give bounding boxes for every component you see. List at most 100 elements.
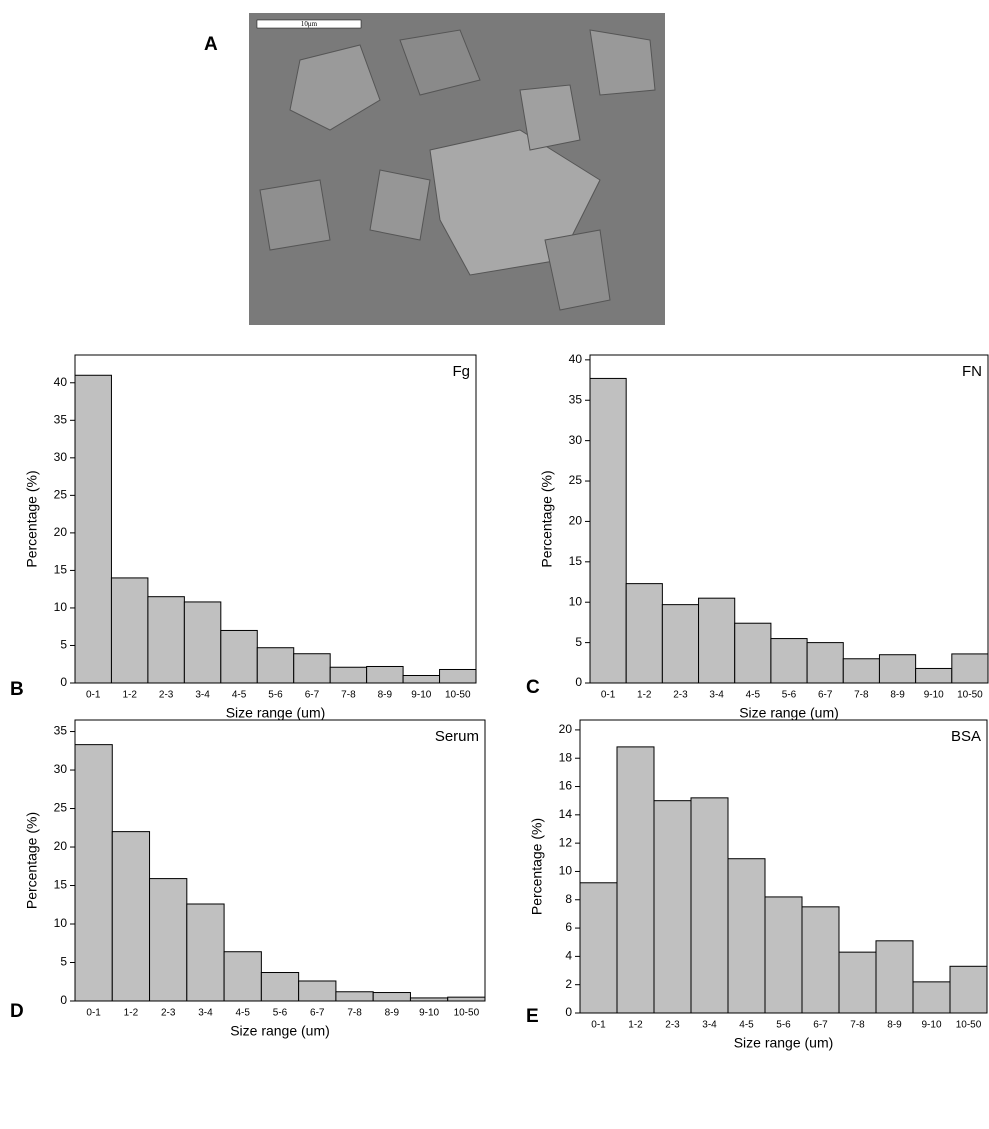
x-tick-label: 2-3 [159,690,174,701]
x-tick-label: 3-4 [195,690,210,701]
bar [770,638,808,684]
plot-frame [579,719,988,1014]
bar [690,797,729,1014]
particle [589,29,656,96]
x-tick-label: 5-6 [782,690,797,701]
x-tick-label: 0-1 [601,690,616,701]
x-axis-label: Size range (um) [230,1023,330,1039]
x-axis-label: Size range (um) [739,705,839,721]
bar [625,583,663,684]
bar [183,601,222,684]
y-tick-label: 5 [575,635,582,649]
x-tick-label: 8-9 [890,690,905,701]
x-tick-label: 6-7 [818,690,833,701]
particle [544,229,611,311]
y-tick-label: 20 [569,514,583,528]
bar [147,596,185,684]
particle [519,84,581,151]
y-tick-label: 30 [54,450,68,464]
bar [616,746,655,1014]
x-tick-label: 9-10 [924,690,944,701]
bar [801,906,840,1014]
bar [439,668,477,684]
sem-image: 10μm [249,13,665,325]
x-tick-label: 7-8 [854,690,869,701]
panel-label: C [526,677,540,698]
bar [447,996,486,1002]
panel-label: D [10,1001,24,1022]
bar [912,981,951,1014]
y-tick-label: 2 [565,977,572,991]
bar [223,951,262,1002]
plot-frame [74,719,486,1002]
bar [372,992,411,1002]
y-tick-label: 5 [60,955,67,969]
bar [579,882,618,1014]
bar [842,658,880,684]
x-tick-label: 2-3 [673,690,688,701]
bar [186,903,225,1002]
x-tick-label: 2-3 [665,1020,680,1031]
x-tick-label: 3-4 [702,1020,717,1031]
y-tick-label: 25 [569,473,583,487]
bar [366,665,404,684]
particle [289,44,381,131]
x-tick-label: 5-6 [268,690,283,701]
y-tick-label: 40 [569,352,583,366]
x-tick-label: 10-50 [956,1020,982,1031]
x-tick-label: 10-50 [445,690,471,701]
particle [259,179,331,251]
y-tick-label: 25 [54,488,68,502]
x-tick-label: 8-9 [378,690,393,701]
bar [298,980,337,1002]
y-tick-label: 20 [54,525,68,539]
bar [951,653,989,684]
x-tick-label: 9-10 [419,1008,439,1019]
y-axis-label: Percentage (%) [24,812,40,909]
y-tick-label: 5 [60,638,67,652]
bar [949,965,988,1014]
y-tick-label: 15 [54,878,68,892]
series-label: BSA [951,728,981,745]
x-tick-label: 7-8 [341,690,356,701]
x-tick-label: 7-8 [347,1008,362,1019]
x-tick-label: 4-5 [232,690,247,701]
y-tick-label: 35 [54,412,68,426]
x-tick-label: 3-4 [709,690,724,701]
x-tick-label: 2-3 [161,1008,176,1019]
y-tick-label: 18 [559,750,573,764]
y-tick-label: 30 [54,762,68,776]
bar [734,622,772,684]
series-label: Serum [435,728,479,745]
y-tick-label: 14 [559,807,573,821]
y-tick-label: 4 [565,949,572,963]
panel-label: A [204,34,218,55]
y-tick-label: 30 [569,433,583,447]
y-tick-label: 12 [559,835,573,849]
series-label: Fg [452,363,470,380]
bar [698,597,736,684]
y-tick-label: 10 [569,594,583,608]
y-tick-label: 0 [565,1005,572,1019]
x-tick-label: 7-8 [850,1020,865,1031]
bar [727,858,766,1014]
y-tick-label: 10 [54,916,68,930]
bar [764,896,803,1014]
scale-bar [256,19,362,29]
x-tick-label: 10-50 [454,1008,480,1019]
y-tick-label: 0 [60,675,67,689]
y-axis-label: Percentage (%) [539,470,555,567]
x-tick-label: 6-7 [310,1008,325,1019]
x-tick-label: 4-5 [739,1020,754,1031]
particle [399,29,481,96]
y-tick-label: 0 [575,675,582,689]
bar [329,666,368,684]
y-tick-label: 20 [54,839,68,853]
x-tick-label: 8-9 [385,1008,400,1019]
x-axis-label: Size range (um) [734,1035,834,1051]
y-tick-label: 40 [54,375,68,389]
y-axis-label: Percentage (%) [24,470,40,567]
y-tick-label: 0 [60,993,67,1007]
bar [220,629,258,684]
